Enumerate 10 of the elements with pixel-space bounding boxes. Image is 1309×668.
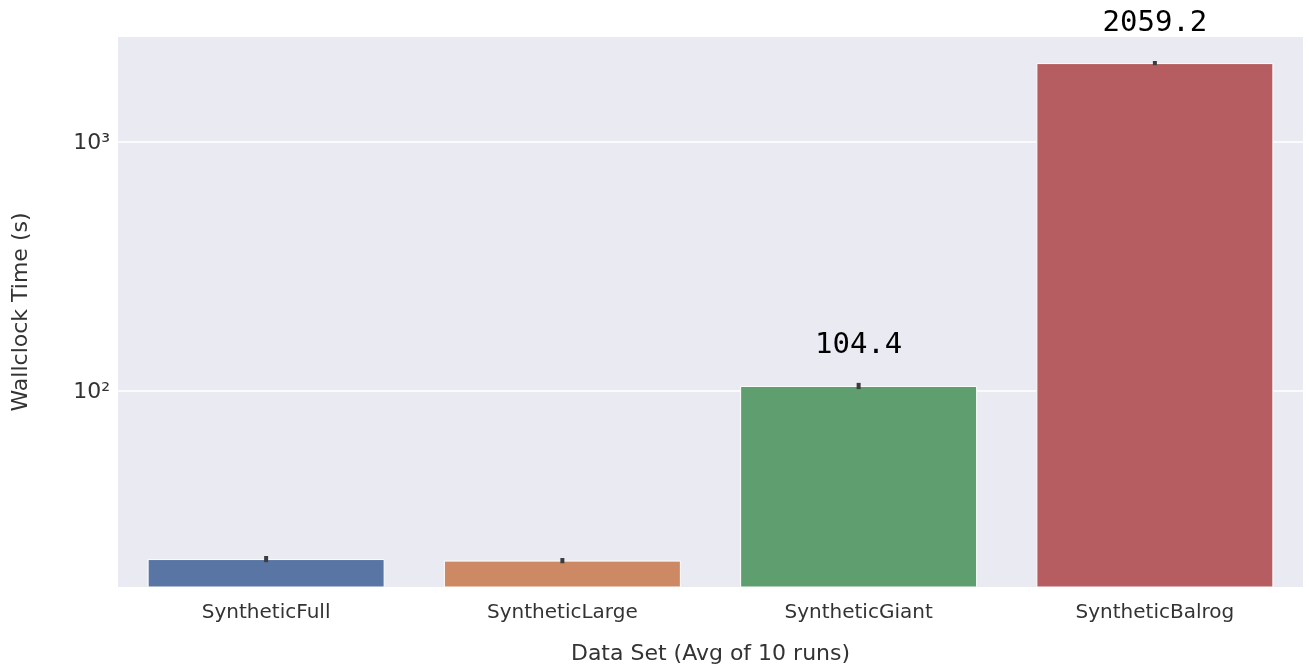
y-axis-title: Wallclock Time (s) [6,212,32,412]
y-tick-label: 10³ [73,128,110,154]
x-axis-title: Data Set (Avg of 10 runs) [570,639,851,665]
x-tick-label: SyntheticBalrog [1075,599,1235,623]
data-label: 104.4 [814,326,903,361]
data-label: 2059.2 [1102,3,1208,38]
x-tick-label: SyntheticFull [201,599,331,623]
x-tick-label: SyntheticGiant [784,599,933,623]
x-tick-label: SyntheticLarge [487,599,638,623]
y-tick-label: 10² [73,378,110,404]
